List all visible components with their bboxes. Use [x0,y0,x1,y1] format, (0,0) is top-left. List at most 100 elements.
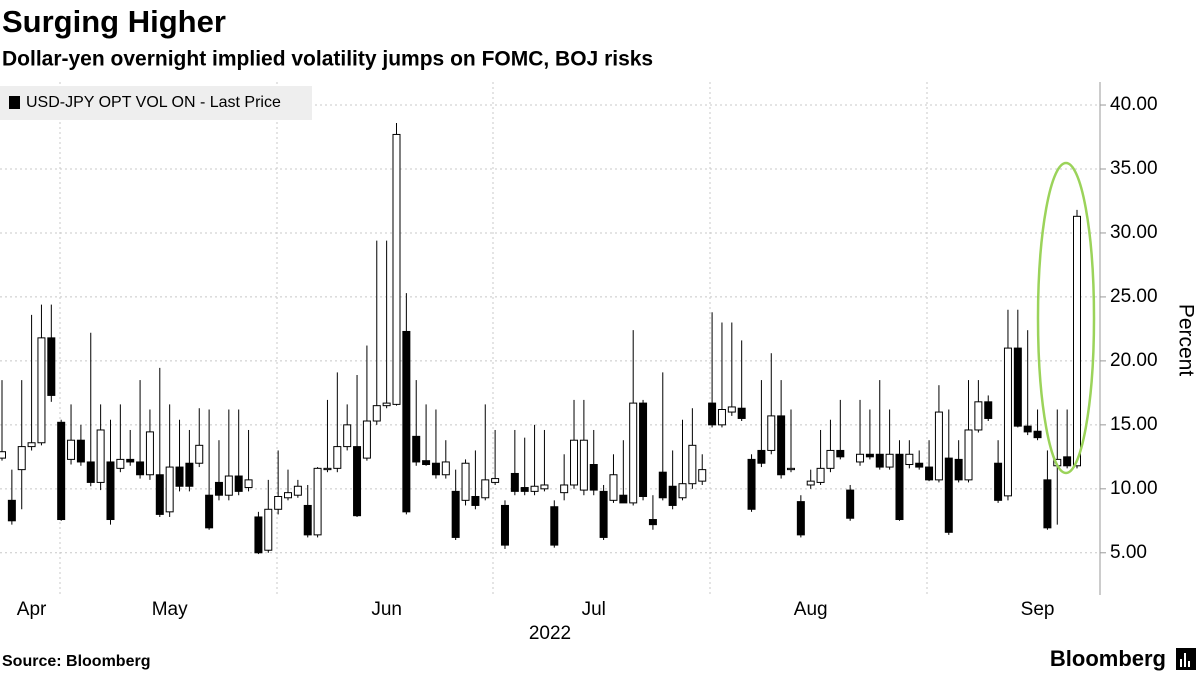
candle-body [944,457,953,533]
candle-body [382,402,391,407]
candle-body [994,462,1003,501]
candle-body [570,439,579,486]
logo-icon-bar [1184,653,1186,667]
candle-body [441,461,450,476]
legend-label: USD-JPY OPT VOL ON - Last Price [26,94,281,111]
candle-body [905,453,914,466]
candle-body [27,442,36,448]
x-tick-label: Apr [17,599,47,620]
candle-body [717,409,726,426]
candle-body [451,490,460,538]
candle-body [727,406,736,413]
y-tick-label: 20.00 [1110,350,1158,371]
candle-body [67,439,76,460]
candle-body [284,492,293,499]
candle-body [589,464,598,491]
candle-body [540,484,549,490]
y-axis-label: Percent [1174,304,1197,377]
candle-body [856,453,865,463]
candle-body [175,466,184,487]
candle-body [826,449,835,469]
candle-body [136,461,145,476]
candle-body [481,479,490,499]
y-tick-label: 25.00 [1110,286,1158,307]
candle-body [0,451,6,459]
candle-body [362,420,371,459]
candle-body [836,449,845,458]
candle-body [530,485,539,492]
candle-body [165,466,174,513]
candle-body [1063,456,1072,467]
candle-body [96,429,105,483]
candle-body [422,460,431,466]
candle-body [1033,430,1042,439]
candle-body [560,484,569,494]
candle-body [1023,425,1032,433]
candle-body [639,402,648,497]
source: Source: Bloomberg [2,653,150,670]
candle-body [431,462,440,476]
candle-body [155,474,164,515]
candle-body [629,402,638,504]
candle-body [895,453,904,521]
candle-body [37,337,46,444]
candle-body [471,495,480,506]
candle-body [47,337,56,396]
candle-body [846,489,855,519]
candle-body [1073,215,1081,467]
x-tick-label: Jun [371,599,402,620]
candle-body [688,444,697,485]
candle-body [599,490,608,538]
candle-body [333,446,342,469]
candle-body [116,458,125,469]
x-tick-label: Jul [582,599,606,620]
x-tick-label: May [152,599,188,620]
candle-body [86,461,95,483]
candle-body [520,487,529,492]
candle-body [619,494,628,504]
y-tick-label: 15.00 [1110,414,1158,435]
candle-body [954,458,963,481]
candle-body [303,504,312,536]
chart-subtitle: Dollar-yen overnight implied volatility … [2,48,653,71]
candle-body [668,485,677,506]
candle-body [648,519,657,526]
candle-body [1043,479,1052,529]
candle-body [491,478,500,483]
candle-body [747,458,756,510]
candle-body [609,474,618,501]
candle-body [343,424,352,448]
x-axis-label: 2022 [529,623,571,644]
candle-body [767,415,776,451]
candle-body [264,508,273,551]
candle-body [925,466,934,481]
y-tick-label: 40.00 [1110,94,1158,115]
candle-body [205,494,214,529]
candle-body [786,467,795,471]
candle-body [500,504,509,546]
candle-body [806,480,815,486]
y-tick-label: 5.00 [1110,542,1147,563]
candle-body [7,499,16,522]
candle-body [510,472,519,492]
candle-body [678,483,687,499]
y-tick-label: 35.00 [1110,158,1158,179]
candle-body [17,446,26,471]
candle-body [402,330,411,513]
candle-body [274,495,283,510]
legend-box [0,86,312,120]
candle-body [934,411,943,481]
candle-body [777,415,786,476]
candle-body [323,467,332,471]
candle-body [974,401,983,431]
candle-body [195,444,204,464]
candle-body [796,501,805,536]
logo: Bloomberg [1050,646,1166,671]
candle-body [865,453,874,458]
candle-body [254,516,263,554]
logo-icon [1176,648,1196,670]
candle-body [1013,347,1022,427]
candle-body [214,481,223,496]
candle-body [1003,347,1012,497]
